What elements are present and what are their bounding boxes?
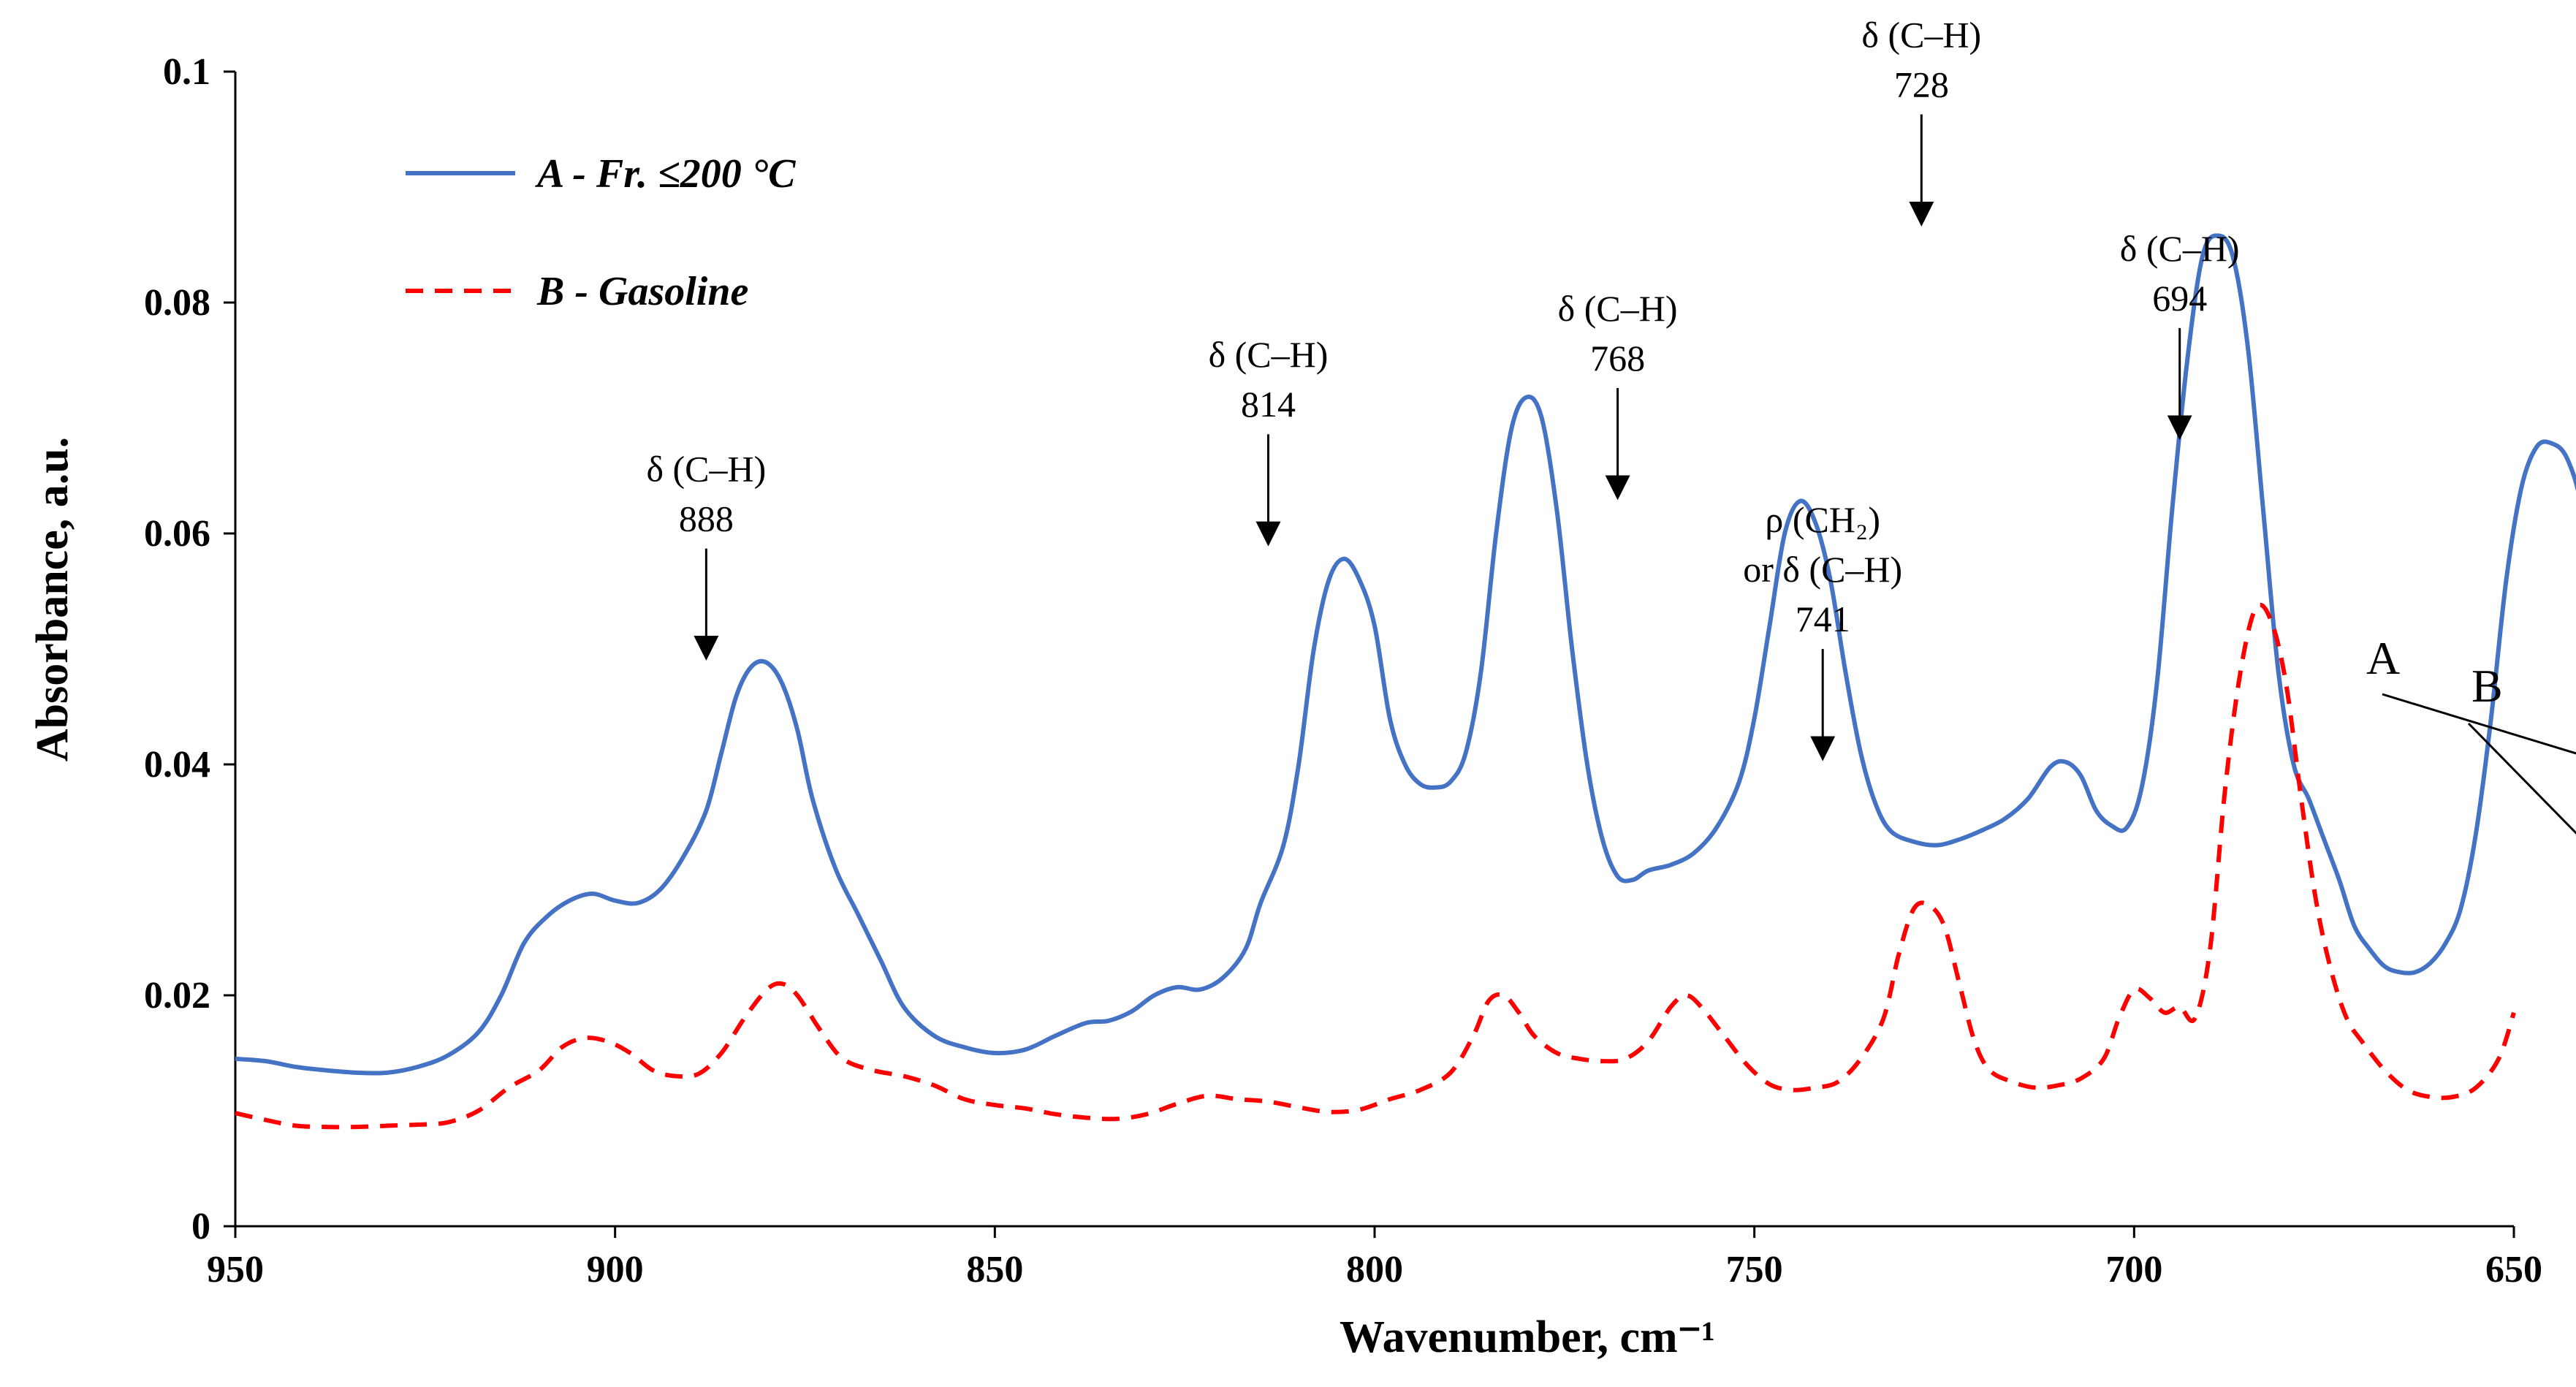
y-tick-label: 0.06 — [144, 513, 210, 555]
peak-annotation-text: δ (C–H) — [2120, 228, 2240, 269]
legend: A - Fr. ≤200 °C B - Gasoline — [406, 151, 796, 314]
peak-annotation-text: δ (C–H) — [1209, 334, 1329, 375]
peak-annotation-text: or δ (C–H) — [1743, 549, 1902, 590]
legend-label-b: B - Gasoline — [536, 269, 748, 314]
peak-annotation-text: 888 — [679, 498, 734, 539]
peak-annotations: A Bδ (C–H) 888 δ (C–H) 814 δ (C–H) 768 ρ (CH₂) o… — [646, 15, 2576, 835]
x-tick-label: 850 — [966, 1249, 1023, 1291]
peak-annotation-text: 768 — [1590, 338, 1645, 379]
series-line-b — [235, 602, 2516, 1130]
curve-arrow-b — [2467, 722, 2576, 835]
y-tick-label: 0.1 — [163, 51, 210, 93]
ticks: 0 0.02 0.04 0.06 0.08 0.1 950 900 850 800 750 700 65… — [144, 51, 2542, 1291]
peak-annotation-text: δ (C–H) — [1861, 15, 1981, 56]
peak-annotation-text: 741 — [1796, 598, 1850, 639]
x-tick-label: 800 — [1346, 1249, 1403, 1291]
x-axis-title: Wavenumber, cm⁻¹ — [1340, 1312, 1715, 1362]
y-axis-title: Absorbance, a.u. — [28, 437, 77, 761]
series — [235, 233, 2576, 1130]
x-tick-label: 900 — [587, 1249, 644, 1291]
peak-annotation-text: δ (C–H) — [646, 449, 766, 490]
x-tick-label: 750 — [1726, 1249, 1783, 1291]
peak-annotation-text: 694 — [2152, 278, 2207, 319]
peak-annotation-text: 814 — [1241, 384, 1296, 425]
legend-label-a: A - Fr. ≤200 °C — [535, 151, 796, 197]
series-line-a — [235, 233, 2576, 1076]
y-tick-label: 0.08 — [144, 282, 210, 324]
y-tick-label: 0.02 — [144, 975, 210, 1016]
curve-arrow-a — [2382, 693, 2576, 755]
peak-annotation-text: 728 — [1894, 64, 1949, 105]
y-tick-label: 0 — [191, 1206, 210, 1247]
peak-annotation-text: ρ (CH₂) — [1765, 499, 1880, 540]
curve-label-b: B — [2471, 660, 2503, 712]
curve-label-a: A — [2366, 632, 2400, 684]
y-tick-label: 0.04 — [144, 744, 210, 786]
x-tick-label: 700 — [2105, 1249, 2162, 1291]
peak-annotation-text: δ (C–H) — [1558, 288, 1678, 329]
x-tick-label: 650 — [2485, 1249, 2542, 1291]
x-tick-label: 950 — [207, 1249, 264, 1291]
